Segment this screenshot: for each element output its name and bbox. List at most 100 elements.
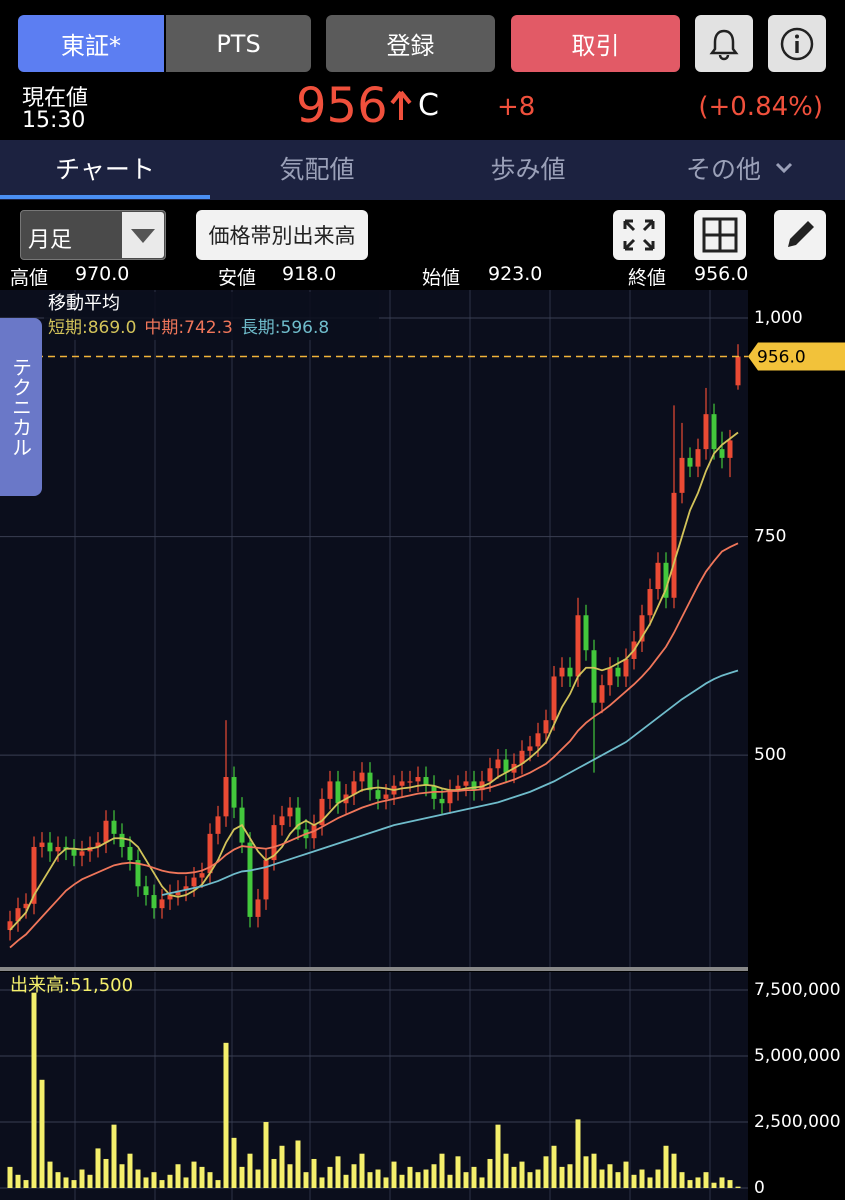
volume-bar <box>135 1169 141 1188</box>
volume-bar <box>335 1156 341 1188</box>
draw-button[interactable] <box>774 210 826 260</box>
layout-button[interactable] <box>694 210 746 260</box>
candle-body <box>55 846 61 852</box>
volume-bar <box>175 1164 181 1188</box>
candle-body <box>183 886 189 891</box>
legend-title: 移動平均 <box>48 293 120 314</box>
candle-body <box>191 877 197 887</box>
candle-body <box>79 851 85 856</box>
volume-bar <box>391 1161 397 1188</box>
info-icon <box>780 27 814 60</box>
candle-body <box>199 873 205 878</box>
volume-bar <box>423 1169 429 1188</box>
tab-ticks[interactable]: 歩み値 <box>490 155 566 184</box>
volume-bar <box>127 1153 133 1188</box>
volume-bar <box>487 1158 493 1188</box>
candle-body <box>415 777 421 782</box>
candle-body <box>407 781 413 783</box>
pts-button[interactable]: PTS <box>166 15 311 72</box>
volume-bar <box>87 1174 93 1188</box>
candle-body <box>135 860 141 887</box>
moving-average-line <box>9 542 739 949</box>
candle-body <box>647 589 653 616</box>
volume-bar <box>47 1161 53 1188</box>
volume-bar <box>399 1174 405 1188</box>
candle-body <box>263 860 269 900</box>
current-price: 956 <box>296 78 388 134</box>
dropdown-box <box>122 212 164 258</box>
moving-average-line <box>9 431 739 931</box>
volume-bar <box>191 1161 197 1188</box>
candle-body <box>567 667 573 677</box>
price-time: 15:30 <box>22 108 86 133</box>
volume-bar <box>183 1177 189 1188</box>
price-change: +8 <box>497 92 536 122</box>
volume-bar <box>415 1172 421 1188</box>
volume-bar <box>231 1137 237 1188</box>
volume-profile-button[interactable]: 価格帯別出来高 <box>196 210 368 260</box>
moving-average-line <box>161 669 739 896</box>
volume-bar <box>95 1148 101 1188</box>
candle-body <box>607 667 613 686</box>
candle-body <box>463 781 469 786</box>
volume-bar <box>527 1172 533 1188</box>
candle-body <box>527 746 533 751</box>
volume-bar <box>511 1166 517 1188</box>
volume-bar <box>567 1164 573 1188</box>
volume-bar <box>375 1169 381 1188</box>
candle-body <box>207 833 213 874</box>
volume-bar <box>551 1145 557 1188</box>
volume-bar <box>71 1180 77 1188</box>
alert-button[interactable] <box>695 15 753 72</box>
volume-bar <box>351 1164 357 1188</box>
y-tick-label: 500 <box>754 745 786 765</box>
volume-bar <box>503 1153 509 1188</box>
candle-body <box>703 414 709 450</box>
volume-bar <box>543 1156 549 1188</box>
current-price-label: 956.0 <box>757 347 806 367</box>
tab-bar <box>0 140 845 200</box>
price-label: 現在値 <box>22 86 89 111</box>
ohlc-label: 安値 <box>218 267 257 289</box>
volume-bar <box>271 1158 277 1188</box>
volume-bar <box>575 1119 581 1188</box>
volume-bar <box>471 1166 477 1188</box>
candle-body <box>287 807 293 817</box>
trade-button[interactable]: 取引 <box>511 15 680 72</box>
dropdown-arrow <box>131 229 155 243</box>
candle-body <box>399 781 405 786</box>
volume-bar <box>671 1153 677 1188</box>
tab-chart[interactable]: チャート <box>55 155 155 184</box>
technical-tab[interactable]: テクニカル <box>0 318 42 496</box>
legend-entry: 長期:596.8 <box>241 318 329 338</box>
candle-body <box>423 777 429 786</box>
volume-bar <box>607 1164 613 1188</box>
candle-body <box>327 781 333 799</box>
tab-more[interactable]: その他 <box>686 155 762 184</box>
volume-bar <box>519 1161 525 1188</box>
expand-button[interactable] <box>613 210 665 260</box>
volume-bar <box>591 1153 597 1188</box>
tse-button[interactable]: 東証* <box>18 15 164 72</box>
volume-bar <box>343 1174 349 1188</box>
ohlc-value: 918.0 <box>282 263 337 285</box>
time-grid <box>74 290 711 1200</box>
candle-body <box>335 781 341 804</box>
watch-button[interactable]: 登録 <box>326 15 495 72</box>
volume-bar <box>103 1158 109 1188</box>
candle-body <box>583 615 589 651</box>
volume-bar <box>655 1169 661 1188</box>
candle-body <box>319 798 325 826</box>
candle-body <box>375 790 381 799</box>
candle-body <box>687 457 693 467</box>
volume-bar <box>143 1177 149 1188</box>
info-button[interactable] <box>768 15 826 72</box>
tab-quotes[interactable]: 気配値 <box>279 155 355 184</box>
pane-divider <box>0 967 748 971</box>
candle-body <box>167 895 173 900</box>
volume-bar <box>31 992 37 1188</box>
candle-body <box>519 750 525 764</box>
candle-body <box>255 899 261 917</box>
legend-entry: 中期:742.3 <box>144 318 232 338</box>
candle-body <box>447 790 453 804</box>
